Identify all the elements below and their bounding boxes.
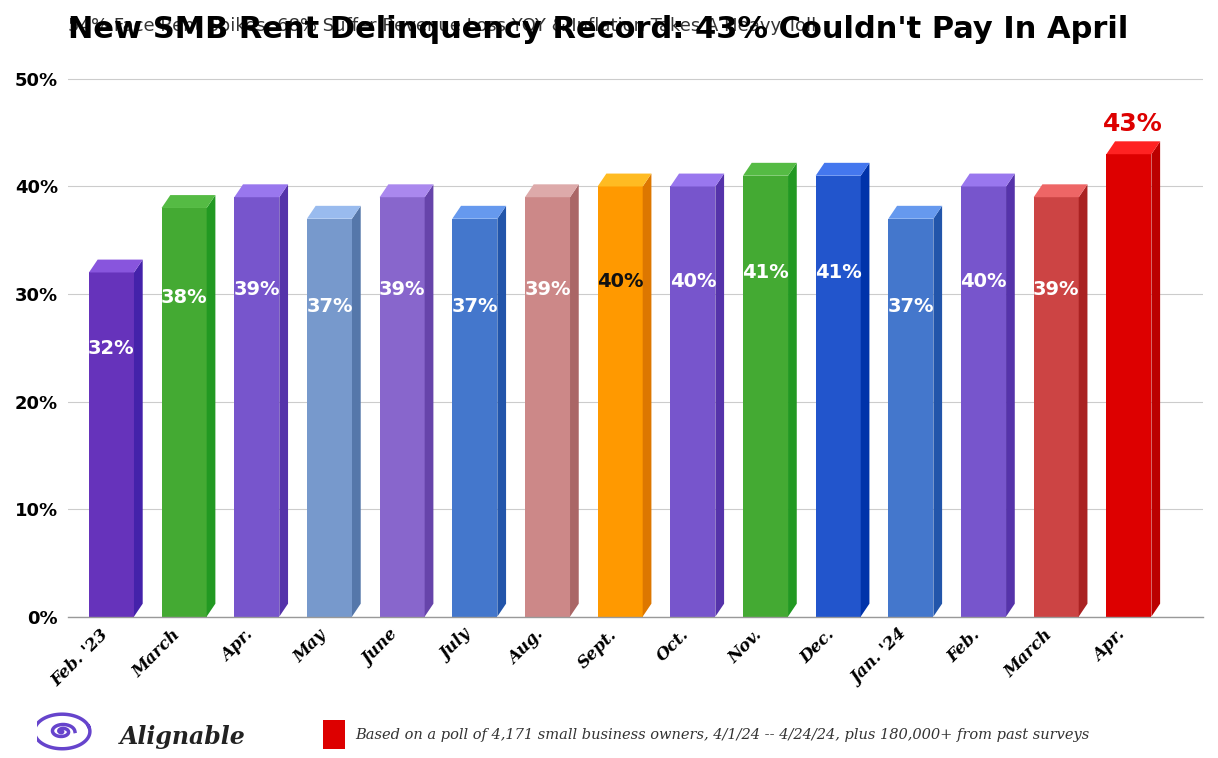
- Polygon shape: [861, 163, 870, 616]
- FancyBboxPatch shape: [162, 208, 207, 616]
- Polygon shape: [425, 184, 434, 616]
- FancyBboxPatch shape: [89, 272, 134, 616]
- Polygon shape: [89, 259, 143, 272]
- Text: 54% Face Rent Spikes, 68% Suffer Revenue Loss YOY & Inflation Takes A Heavy Toll: 54% Face Rent Spikes, 68% Suffer Revenue…: [68, 17, 816, 35]
- FancyBboxPatch shape: [525, 197, 570, 616]
- Text: 32%: 32%: [88, 339, 135, 358]
- Polygon shape: [234, 184, 287, 197]
- Text: 41%: 41%: [815, 263, 861, 282]
- FancyBboxPatch shape: [670, 186, 715, 616]
- Text: 39%: 39%: [524, 280, 571, 299]
- Text: Alignable: Alignable: [119, 725, 245, 749]
- Polygon shape: [497, 206, 505, 616]
- Text: 40%: 40%: [960, 271, 1007, 290]
- Polygon shape: [570, 184, 579, 616]
- Polygon shape: [1079, 184, 1088, 616]
- FancyBboxPatch shape: [234, 197, 279, 616]
- FancyBboxPatch shape: [598, 186, 643, 616]
- Polygon shape: [933, 206, 942, 616]
- Polygon shape: [134, 259, 143, 616]
- FancyBboxPatch shape: [452, 219, 497, 616]
- Polygon shape: [380, 184, 434, 197]
- Polygon shape: [207, 195, 216, 616]
- Text: 39%: 39%: [234, 280, 280, 299]
- Polygon shape: [307, 206, 361, 219]
- Polygon shape: [1151, 141, 1160, 616]
- Polygon shape: [452, 206, 505, 219]
- Text: New SMB Rent Delinquency Record: 43% Couldn't Pay In April: New SMB Rent Delinquency Record: 43% Cou…: [68, 15, 1128, 44]
- Polygon shape: [788, 163, 797, 616]
- Text: 37%: 37%: [452, 297, 498, 316]
- Text: 37%: 37%: [888, 297, 934, 316]
- Text: Based on a poll of 4,171 small business owners, 4/1/24 -- 4/24/24, plus 180,000+: Based on a poll of 4,171 small business …: [356, 728, 1090, 741]
- Polygon shape: [1106, 141, 1160, 154]
- FancyBboxPatch shape: [307, 219, 352, 616]
- Polygon shape: [1034, 184, 1088, 197]
- Text: 41%: 41%: [742, 263, 789, 282]
- Polygon shape: [715, 174, 723, 616]
- FancyBboxPatch shape: [888, 219, 933, 616]
- Text: 43%: 43%: [1104, 112, 1163, 136]
- FancyBboxPatch shape: [1106, 154, 1151, 616]
- FancyBboxPatch shape: [380, 197, 425, 616]
- Text: 38%: 38%: [161, 288, 207, 308]
- Polygon shape: [279, 184, 287, 616]
- FancyBboxPatch shape: [816, 176, 861, 616]
- Polygon shape: [643, 174, 652, 616]
- FancyBboxPatch shape: [961, 186, 1006, 616]
- Polygon shape: [162, 195, 216, 208]
- Text: 40%: 40%: [670, 271, 716, 290]
- Polygon shape: [352, 206, 361, 616]
- Text: 39%: 39%: [1033, 280, 1079, 299]
- FancyBboxPatch shape: [743, 176, 788, 616]
- Polygon shape: [1006, 174, 1015, 616]
- Polygon shape: [743, 163, 797, 176]
- Text: 40%: 40%: [597, 271, 643, 290]
- Polygon shape: [961, 174, 1015, 186]
- Polygon shape: [816, 163, 870, 176]
- Polygon shape: [888, 206, 942, 219]
- Text: 39%: 39%: [379, 280, 425, 299]
- Polygon shape: [525, 184, 579, 197]
- Text: 37%: 37%: [306, 297, 353, 316]
- Polygon shape: [670, 174, 723, 186]
- FancyBboxPatch shape: [1034, 197, 1079, 616]
- Polygon shape: [598, 174, 652, 186]
